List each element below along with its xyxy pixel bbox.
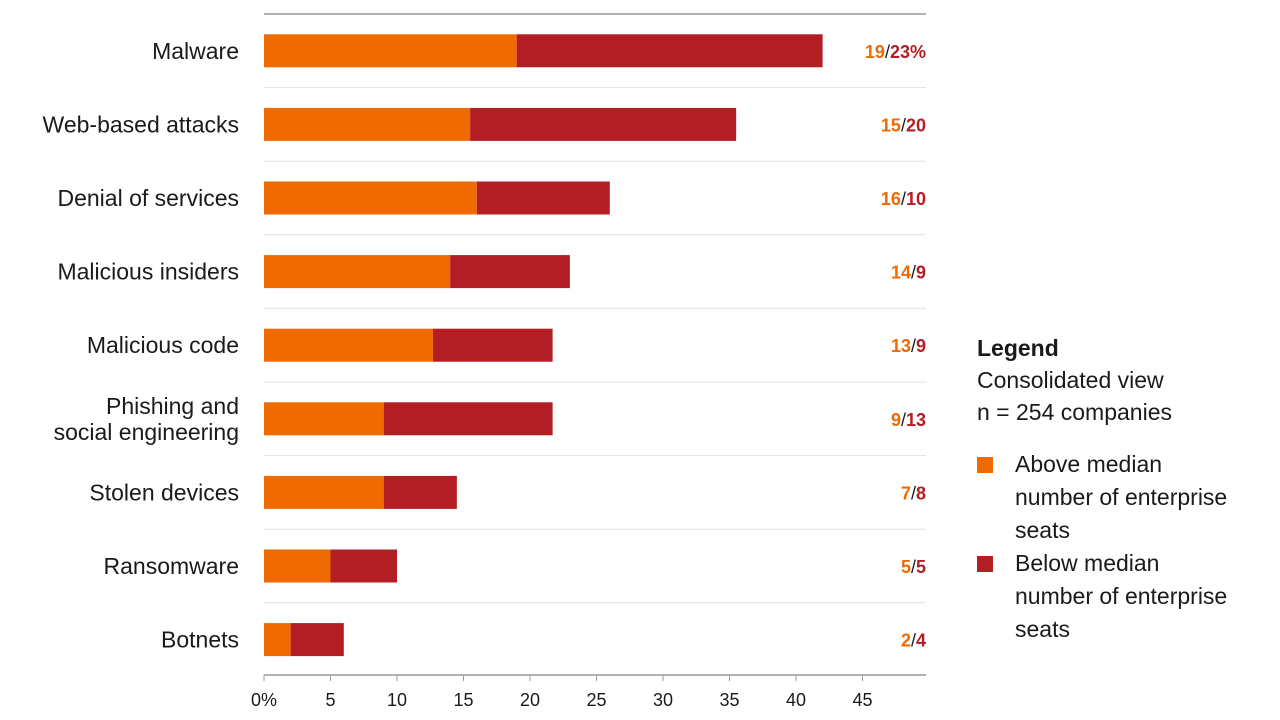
legend-label-above-line1: Above median [1015, 451, 1163, 477]
category-label: social engineering [54, 419, 239, 445]
data-label: 2/4 [901, 631, 926, 651]
x-tick-label: 0% [251, 690, 277, 710]
data-label: 19/23% [865, 42, 926, 62]
bar-below-median [290, 623, 344, 657]
data-label-slash: / [911, 557, 916, 577]
data-label: 15/20 [881, 115, 926, 135]
data-label-below: 13 [906, 410, 926, 430]
category-label: Web-based attacks [43, 111, 239, 137]
bar-below-median [470, 107, 737, 141]
data-label-below: 20 [906, 115, 926, 135]
x-tick-label: 40 [786, 690, 806, 710]
data-label-slash: / [901, 410, 906, 430]
data-label-below: 5 [916, 557, 926, 577]
data-label-above: 19 [865, 42, 885, 62]
x-tick-label: 35 [719, 690, 739, 710]
legend-label-below-line2: number of enterprise [1015, 583, 1228, 609]
x-tick-label: 5 [325, 690, 335, 710]
x-tick-label: 10 [387, 690, 407, 710]
category-label: Malicious insiders [57, 259, 239, 285]
legend-subtitle: Consolidated view [977, 367, 1164, 393]
data-label-above: 13 [891, 336, 911, 356]
legend-label-below-line1: Below median [1015, 550, 1160, 576]
x-tick-label: 45 [852, 690, 872, 710]
data-label-slash: / [911, 336, 916, 356]
legend-sample-size: n = 254 companies [977, 399, 1172, 425]
legend-label-below-line3: seats [1015, 616, 1070, 642]
legend-swatch-above [977, 457, 993, 473]
bar-above-median [264, 328, 433, 362]
x-tick-label: 15 [453, 690, 473, 710]
data-label-above: 2 [901, 631, 911, 651]
bar-above-median [264, 475, 384, 509]
legend-item-below: Below median number of enterprise seats [977, 547, 1277, 646]
x-tick-label: 30 [653, 690, 673, 710]
category-label: Botnets [161, 627, 239, 653]
category-label: Malicious code [87, 332, 239, 358]
data-label-above: 14 [891, 263, 911, 283]
bar-below-median [432, 328, 553, 362]
bar-below-median [383, 475, 457, 509]
category-label: Denial of services [57, 185, 239, 211]
legend-label-above-line3: seats [1015, 517, 1070, 543]
bar-below-median [330, 549, 397, 583]
bar-above-median [264, 181, 477, 215]
data-label-above: 5 [901, 557, 911, 577]
data-label: 9/13 [891, 410, 926, 430]
bar-below-median [383, 402, 553, 436]
legend-label-above-line2: number of enterprise [1015, 484, 1228, 510]
bar-above-median [264, 34, 517, 68]
data-label-above: 15 [881, 115, 901, 135]
data-label-slash: / [911, 263, 916, 283]
category-label: Stolen devices [89, 479, 239, 505]
data-label-below: 4 [916, 631, 926, 651]
category-label: Malware [152, 38, 239, 64]
data-label: 7/8 [901, 483, 926, 503]
legend-item-above: Above median number of enterprise seats [977, 448, 1277, 547]
data-label-slash: / [911, 631, 916, 651]
bar-above-median [264, 623, 291, 657]
x-tick-label: 25 [586, 690, 606, 710]
data-label: 5/5 [901, 557, 926, 577]
category-label: Phishing and [106, 393, 239, 419]
legend: Legend Consolidated view n = 254 compani… [977, 333, 1277, 646]
data-label-slash: / [901, 189, 906, 209]
bar-above-median [264, 549, 331, 583]
bar-below-median [450, 255, 570, 289]
data-label-below: 9 [916, 336, 926, 356]
data-label-above: 7 [901, 483, 911, 503]
data-label: 16/10 [881, 189, 926, 209]
data-label-above: 16 [881, 189, 901, 209]
data-label-below: 10 [906, 189, 926, 209]
legend-swatch-below [977, 556, 993, 572]
bar-below-median [516, 34, 823, 68]
bar-below-median [476, 181, 610, 215]
legend-title: Legend [977, 335, 1059, 361]
data-label-below: 23% [890, 42, 926, 62]
data-label-below: 8 [916, 483, 926, 503]
data-label-above: 9 [891, 410, 901, 430]
x-tick-label: 20 [520, 690, 540, 710]
data-label: 14/9 [891, 263, 926, 283]
data-label-slash: / [911, 483, 916, 503]
bar-above-median [264, 402, 384, 436]
data-label-below: 9 [916, 263, 926, 283]
bar-above-median [264, 255, 451, 289]
data-label-slash: / [901, 115, 906, 135]
category-label: Ransomware [104, 553, 240, 579]
data-label: 13/9 [891, 336, 926, 356]
data-label-slash: / [885, 42, 890, 62]
bar-above-median [264, 107, 471, 141]
